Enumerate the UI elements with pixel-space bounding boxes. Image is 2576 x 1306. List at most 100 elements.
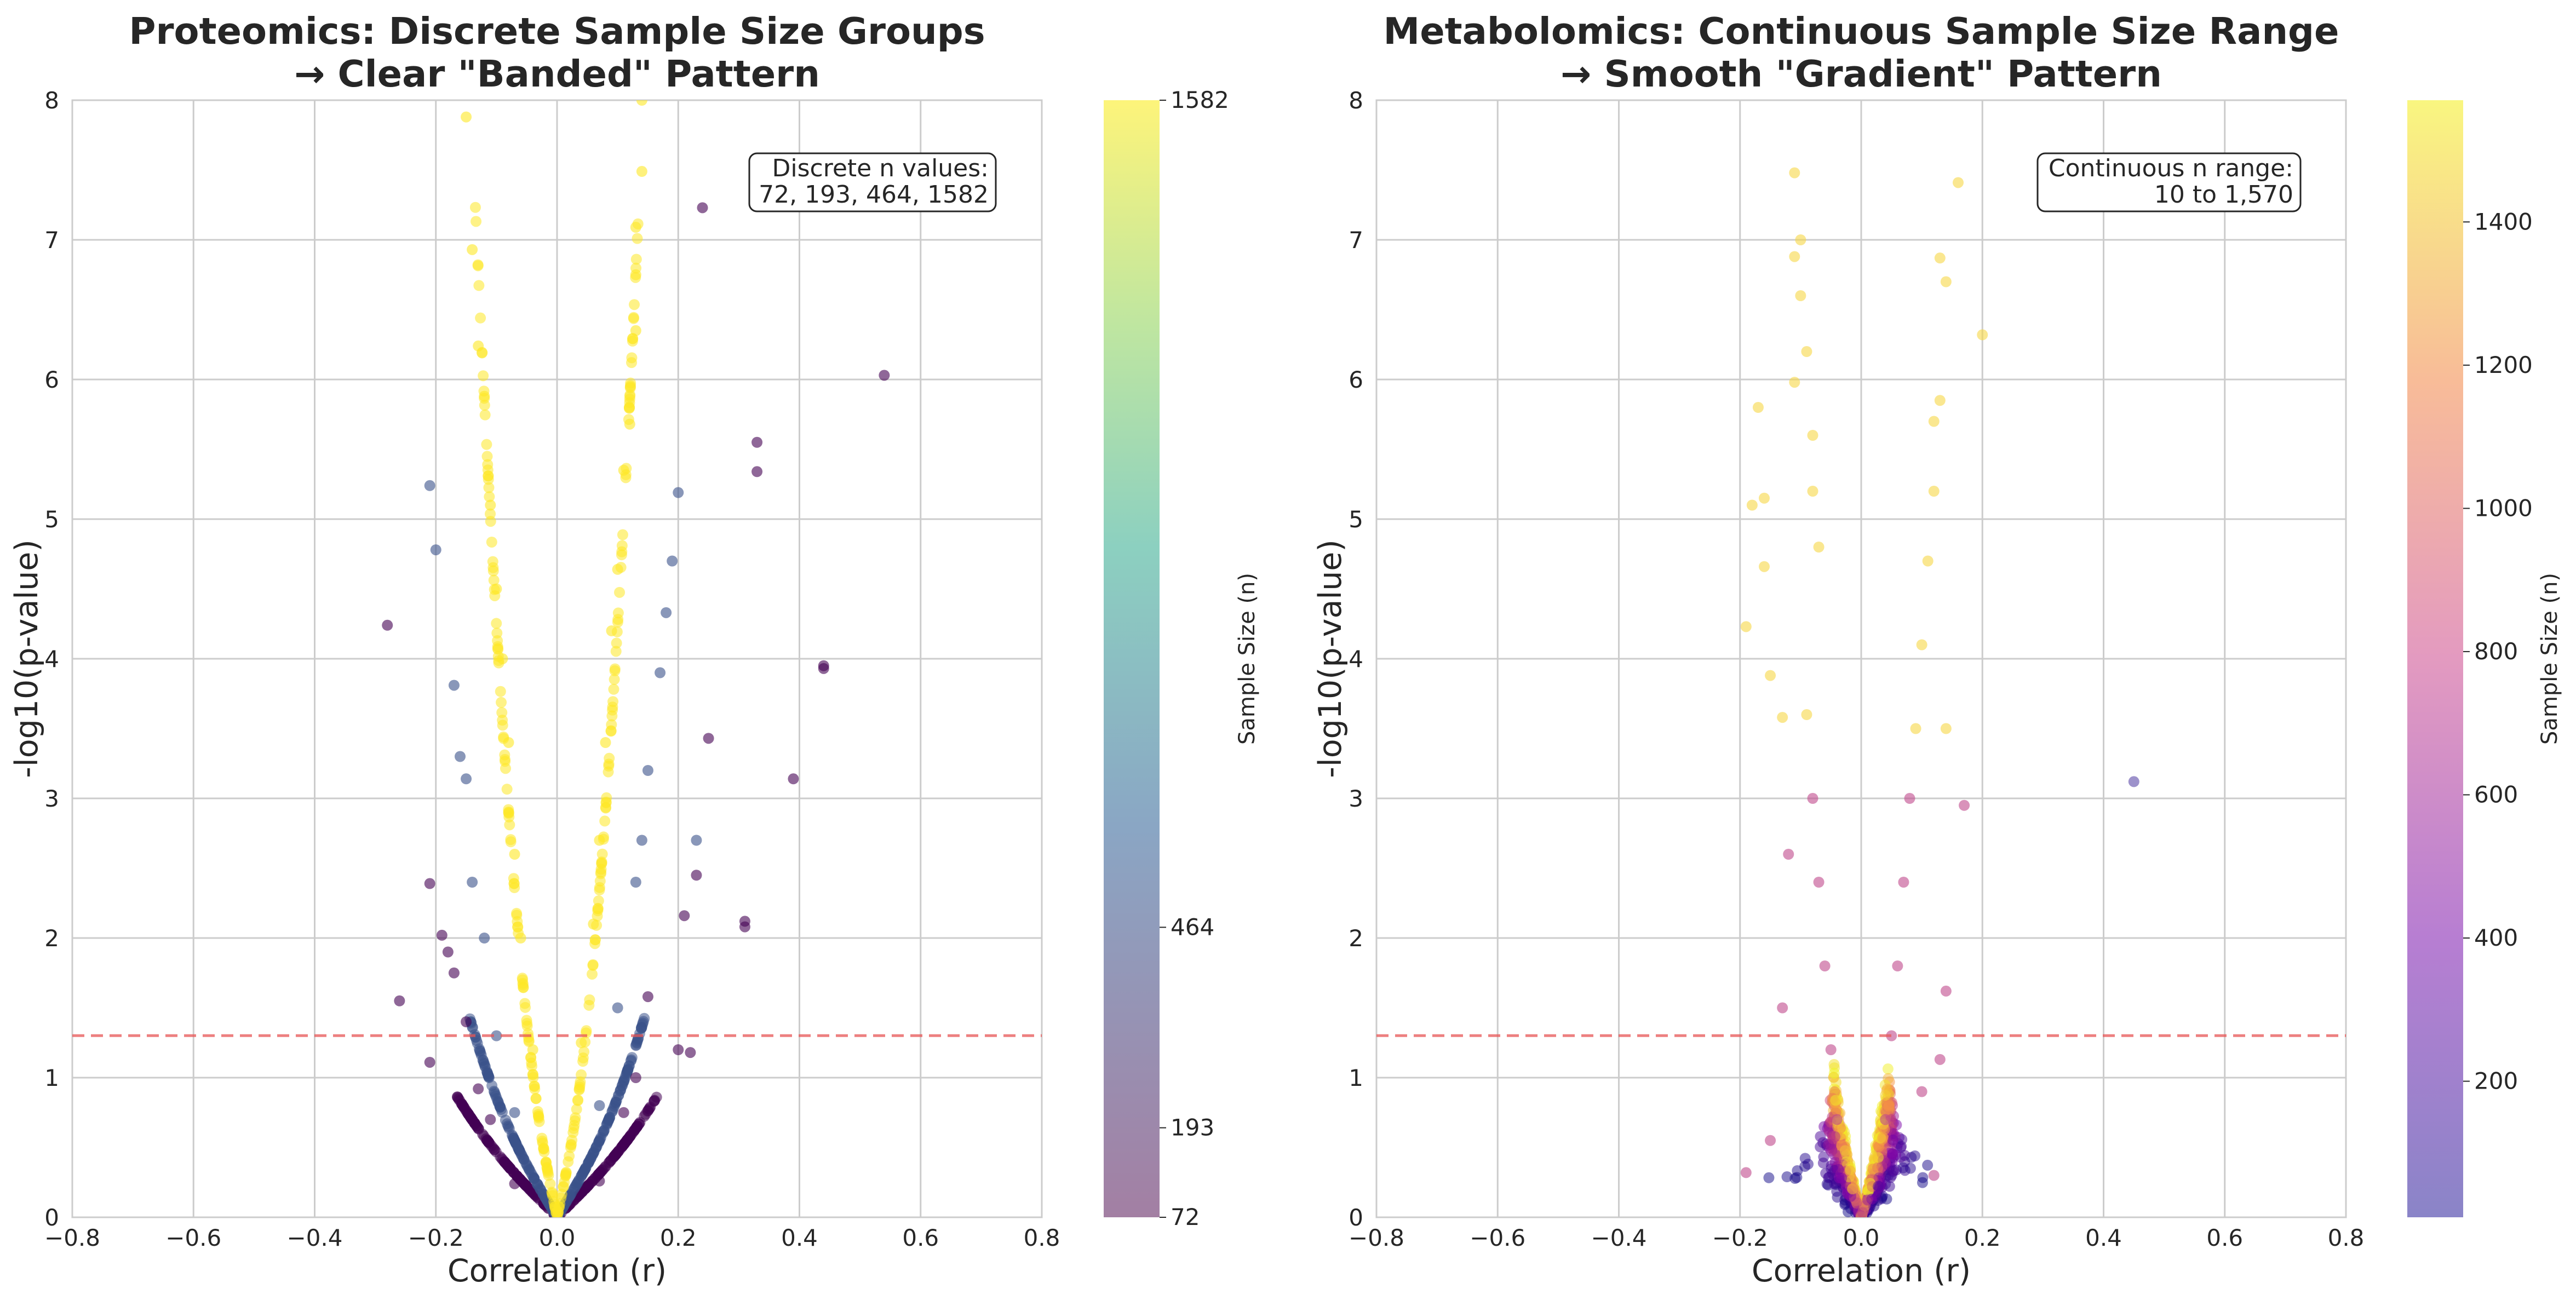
data-point	[470, 1032, 481, 1043]
y-tick-label: 4	[1349, 646, 1363, 672]
data-point	[1909, 1150, 1921, 1161]
y-tick-label: 2	[1349, 925, 1363, 952]
chart-title-line1: Proteomics: Discrete Sample Size Groups	[129, 10, 985, 53]
data-point	[509, 882, 520, 894]
y-tick-labels: 0 1 2 3 4 5 6 7 8	[44, 87, 59, 1231]
data-point	[1759, 492, 1770, 504]
data-point	[486, 536, 497, 548]
x-tick-label: 0.0	[1843, 1224, 1880, 1251]
colorbar-tick-label: 600	[2474, 781, 2518, 808]
data-point	[1873, 1152, 1884, 1163]
data-point	[448, 967, 460, 979]
data-point	[577, 1056, 589, 1067]
x-tick-label: −0.4	[1591, 1224, 1647, 1251]
x-tick-label: 0.2	[1964, 1224, 2001, 1251]
data-point	[424, 480, 435, 491]
data-point	[642, 991, 653, 1003]
data-point	[499, 749, 510, 761]
data-point	[1801, 709, 1812, 720]
data-point	[1752, 402, 1764, 413]
annotation-line2: 10 to 1,570	[2154, 181, 2293, 209]
data-point	[467, 244, 478, 255]
data-point	[1789, 251, 1800, 262]
data-point	[1813, 877, 1825, 888]
data-point	[1740, 1167, 1752, 1178]
data-point	[1795, 234, 1806, 245]
chart-title-line2: → Clear "Banded" Pattern	[294, 53, 820, 95]
data-point	[394, 995, 405, 1006]
data-point	[605, 726, 617, 737]
data-point	[625, 1055, 636, 1067]
data-point	[461, 1016, 472, 1027]
data-point	[629, 299, 640, 310]
colorbar-tick-label: 800	[2474, 638, 2518, 665]
data-point	[1892, 960, 1903, 971]
x-tick-label: −0.8	[1349, 1224, 1404, 1251]
data-point	[436, 929, 447, 941]
data-point	[1904, 793, 1915, 804]
data-point	[574, 1081, 586, 1093]
data-point	[1928, 416, 1940, 427]
y-tick-label: 6	[44, 366, 59, 393]
data-point	[1820, 1167, 1832, 1179]
data-point	[603, 1115, 614, 1126]
colorbar-tick-label: 72	[1171, 1204, 1200, 1230]
colorbar-tick-label: 200	[2474, 1068, 2518, 1095]
colorbar-tick-label: 1000	[2474, 494, 2533, 521]
data-point	[609, 674, 620, 685]
data-point	[634, 1117, 646, 1128]
y-tick-label: 5	[44, 506, 59, 533]
data-point	[503, 737, 514, 748]
x-tick-labels: −0.8 −0.6 −0.4 −0.2 0.0 0.2 0.4 0.6 0.8	[1349, 1224, 2364, 1251]
data-point	[529, 1080, 540, 1092]
data-point	[1922, 555, 1934, 567]
data-point	[479, 933, 490, 943]
data-point	[691, 870, 702, 881]
data-point	[629, 1124, 640, 1136]
data-point	[626, 352, 638, 364]
data-point	[496, 697, 507, 708]
data-point	[1740, 621, 1752, 632]
x-tick-label: −0.6	[165, 1224, 221, 1251]
data-point	[520, 1002, 531, 1013]
data-point	[1831, 1103, 1842, 1115]
data-point	[1791, 1172, 1803, 1183]
data-point	[501, 784, 513, 795]
data-point	[1807, 430, 1818, 441]
data-point	[491, 618, 502, 629]
data-point	[673, 487, 684, 498]
data-point	[1896, 1141, 1907, 1152]
data-point	[469, 1118, 480, 1129]
data-point	[478, 370, 489, 382]
data-point	[537, 1135, 548, 1147]
colorbar-tick-label: 193	[1171, 1114, 1214, 1141]
x-tick-label: −0.2	[1712, 1224, 1768, 1251]
data-point	[593, 895, 604, 907]
data-point	[473, 1083, 484, 1095]
data-point	[627, 335, 638, 347]
data-point	[1880, 1114, 1891, 1125]
data-point	[1783, 849, 1794, 860]
data-point	[1759, 561, 1770, 572]
data-point	[1746, 499, 1758, 511]
data-point	[553, 1206, 564, 1217]
data-point	[1839, 1145, 1851, 1157]
annotation-line2: 72, 193, 464, 1582	[759, 181, 989, 209]
data-point	[600, 737, 611, 748]
data-point	[612, 614, 624, 625]
data-point	[570, 1181, 581, 1193]
data-point	[685, 1047, 696, 1058]
data-point	[493, 1097, 504, 1108]
data-point	[483, 482, 495, 493]
data-point	[473, 280, 485, 291]
y-tick-label: 4	[44, 646, 59, 672]
y-tick-label: 8	[44, 87, 59, 114]
data-point	[481, 1067, 493, 1079]
data-point	[511, 907, 523, 919]
data-point	[630, 325, 641, 336]
data-point	[469, 202, 481, 213]
data-point	[661, 607, 672, 618]
data-point	[596, 848, 608, 860]
colorbar: 72 193 464 1582 Sample Size (n)	[1104, 87, 1260, 1230]
